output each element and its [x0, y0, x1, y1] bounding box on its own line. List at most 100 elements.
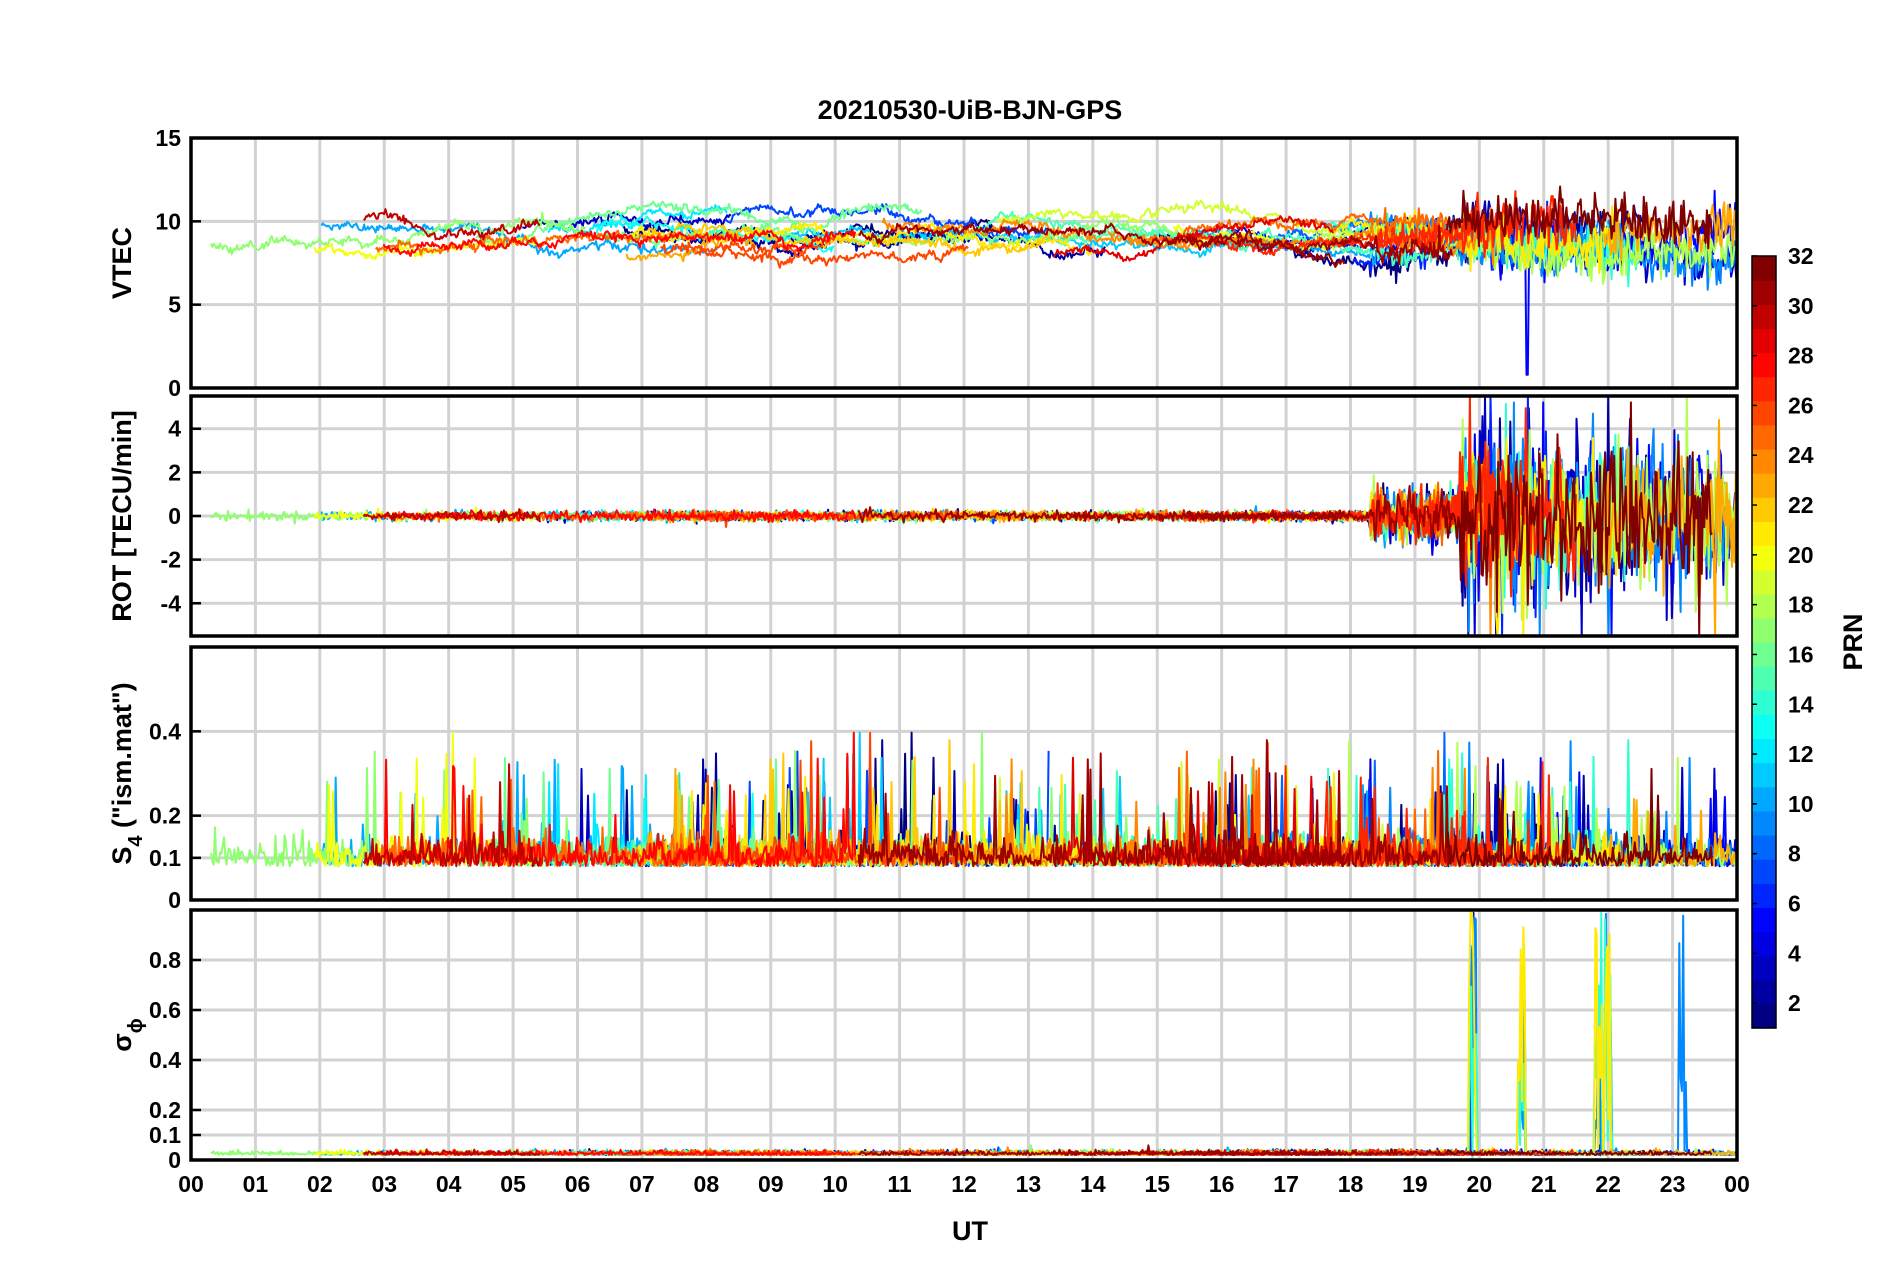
- series-prn-3: [522, 211, 732, 232]
- y-tick-label: 0: [168, 375, 181, 401]
- x-tick-label: 05: [500, 1171, 526, 1197]
- colorbar-swatch: [1752, 424, 1776, 450]
- colorbar-tick-label: 8: [1788, 841, 1801, 867]
- panel-sigma_phi: 00.10.2 0.4 0.6 0.8 σϕ: [107, 908, 1739, 1173]
- colorbar-swatch: [1752, 883, 1776, 908]
- colorbar-swatch: [1752, 256, 1776, 281]
- y-axis-label-sigma_phi: σϕ: [107, 1018, 147, 1051]
- x-tick-label: 22: [1595, 1171, 1621, 1197]
- panel-frame: [189, 645, 1739, 902]
- colorbar-swatch: [1752, 617, 1776, 643]
- series-prn-31: [857, 739, 1346, 868]
- series-prn-32: [1445, 767, 1714, 868]
- series-prn-20: [313, 235, 538, 261]
- colorbar-tick-label: 16: [1788, 641, 1814, 667]
- x-tick-label: 07: [629, 1171, 655, 1197]
- y-tick-label: 10: [155, 208, 181, 234]
- series-prn-31: [858, 222, 1346, 268]
- series-prn-32: [1445, 401, 1713, 636]
- colorbar-swatch: [1752, 376, 1776, 402]
- panel-frame: [189, 136, 1739, 390]
- x-tick-label: 23: [1660, 1171, 1686, 1197]
- colorbar-swatch: [1752, 352, 1776, 378]
- y-tick-label: 5: [168, 292, 181, 318]
- x-tick-label: 21: [1531, 1171, 1557, 1197]
- series-s4: [210, 731, 1737, 868]
- colorbar-tick-label: 4: [1788, 940, 1801, 966]
- colorbar-tick-label: 26: [1788, 392, 1814, 418]
- series-prn-32: [1445, 1149, 1713, 1156]
- x-tick-label: 16: [1209, 1171, 1235, 1197]
- x-tick-label: 10: [822, 1171, 848, 1197]
- colorbar-swatch: [1752, 473, 1776, 498]
- panel-vtec: 0 5 10 15 VTEC: [107, 125, 1739, 401]
- x-axis-tick-labels: 00 01 02 03 04 05 06 07 08 09 10 11 12 13 14 15 16 17 18 19…: [178, 1171, 1750, 1197]
- colorbar-tick-label: 22: [1788, 492, 1814, 518]
- panel-frame: [189, 908, 1739, 1162]
- colorbar-tick-label: 28: [1788, 343, 1814, 369]
- colorbar-tick-label: 2: [1788, 990, 1801, 1016]
- series-prn-31: [858, 1144, 1345, 1156]
- y-tick-label: -2: [161, 547, 181, 573]
- chart-title: 20210530-UiB-BJN-GPS: [818, 95, 1123, 125]
- colorbar-tick-label: 32: [1788, 243, 1814, 269]
- y-tick-label: 0.6: [149, 997, 181, 1023]
- colorbar-swatch: [1752, 569, 1776, 595]
- x-tick-label: 09: [758, 1171, 784, 1197]
- y-tick-label: 0.2: [149, 1097, 181, 1123]
- colorbar-swatch: [1752, 690, 1776, 715]
- y-tick-label: 0.1: [149, 1122, 181, 1148]
- x-tick-label: 20: [1467, 1171, 1493, 1197]
- y-tick-label: -4: [161, 590, 182, 616]
- y-tick-label: 0: [168, 887, 181, 913]
- series-prn-28: [382, 731, 857, 868]
- colorbar-swatch: [1752, 280, 1776, 305]
- y-tick-label: 15: [155, 125, 181, 151]
- y-tick-label: 0.1: [149, 845, 181, 871]
- series-prn-32: [1445, 185, 1714, 250]
- series-prn-9: [1389, 912, 1737, 1157]
- colorbar-tick-label: 30: [1788, 293, 1814, 319]
- y-tick-label: 0.4: [149, 1047, 181, 1073]
- colorbar-swatch: [1752, 979, 1776, 1005]
- x-tick-label: 06: [565, 1171, 591, 1197]
- x-tick-label: 04: [436, 1171, 462, 1197]
- colorbar-swatch: [1752, 810, 1776, 836]
- x-tick-label: 19: [1402, 1171, 1428, 1197]
- colorbar-swatch: [1752, 738, 1776, 764]
- colorbar-swatch: [1752, 521, 1776, 547]
- series-prn-28: [382, 228, 857, 257]
- x-tick-label: 13: [1016, 1171, 1042, 1197]
- series-prn-16: [475, 200, 806, 249]
- y-tick-label: 0: [168, 503, 181, 529]
- colorbar-swatch: [1752, 1003, 1776, 1029]
- colorbar-tick-label: 12: [1788, 741, 1814, 767]
- series-prn-26: [660, 236, 836, 255]
- x-axis-label: UT: [952, 1216, 988, 1246]
- colorbar-swatch: [1752, 931, 1776, 957]
- colorbar-swatch: [1752, 762, 1776, 788]
- colorbar-swatch: [1752, 714, 1776, 740]
- colorbar-tick-label: 10: [1788, 791, 1814, 817]
- x-tick-label: 14: [1080, 1171, 1106, 1197]
- x-tick-label: 00: [178, 1171, 204, 1197]
- series-vtec: [210, 185, 1737, 376]
- colorbar-tick-label: 20: [1788, 542, 1814, 568]
- x-tick-label: 00: [1724, 1171, 1750, 1197]
- series-prn-30: [362, 1148, 541, 1156]
- colorbar-tick-label: 18: [1788, 592, 1814, 618]
- colorbar-swatch: [1752, 859, 1776, 884]
- colorbar-tick-label: 14: [1788, 691, 1814, 717]
- series-prn-13: [595, 214, 835, 253]
- colorbar-swatch: [1752, 955, 1776, 981]
- colorbar-swatch: [1752, 545, 1776, 571]
- y-tick-label: 4: [168, 416, 181, 442]
- x-tick-label: 15: [1144, 1171, 1170, 1197]
- y-tick-label: 0.2: [149, 803, 181, 829]
- series-prn-25: [1148, 206, 1450, 245]
- y-tick-label: 0.8: [149, 947, 181, 973]
- colorbar-swatch: [1752, 449, 1776, 474]
